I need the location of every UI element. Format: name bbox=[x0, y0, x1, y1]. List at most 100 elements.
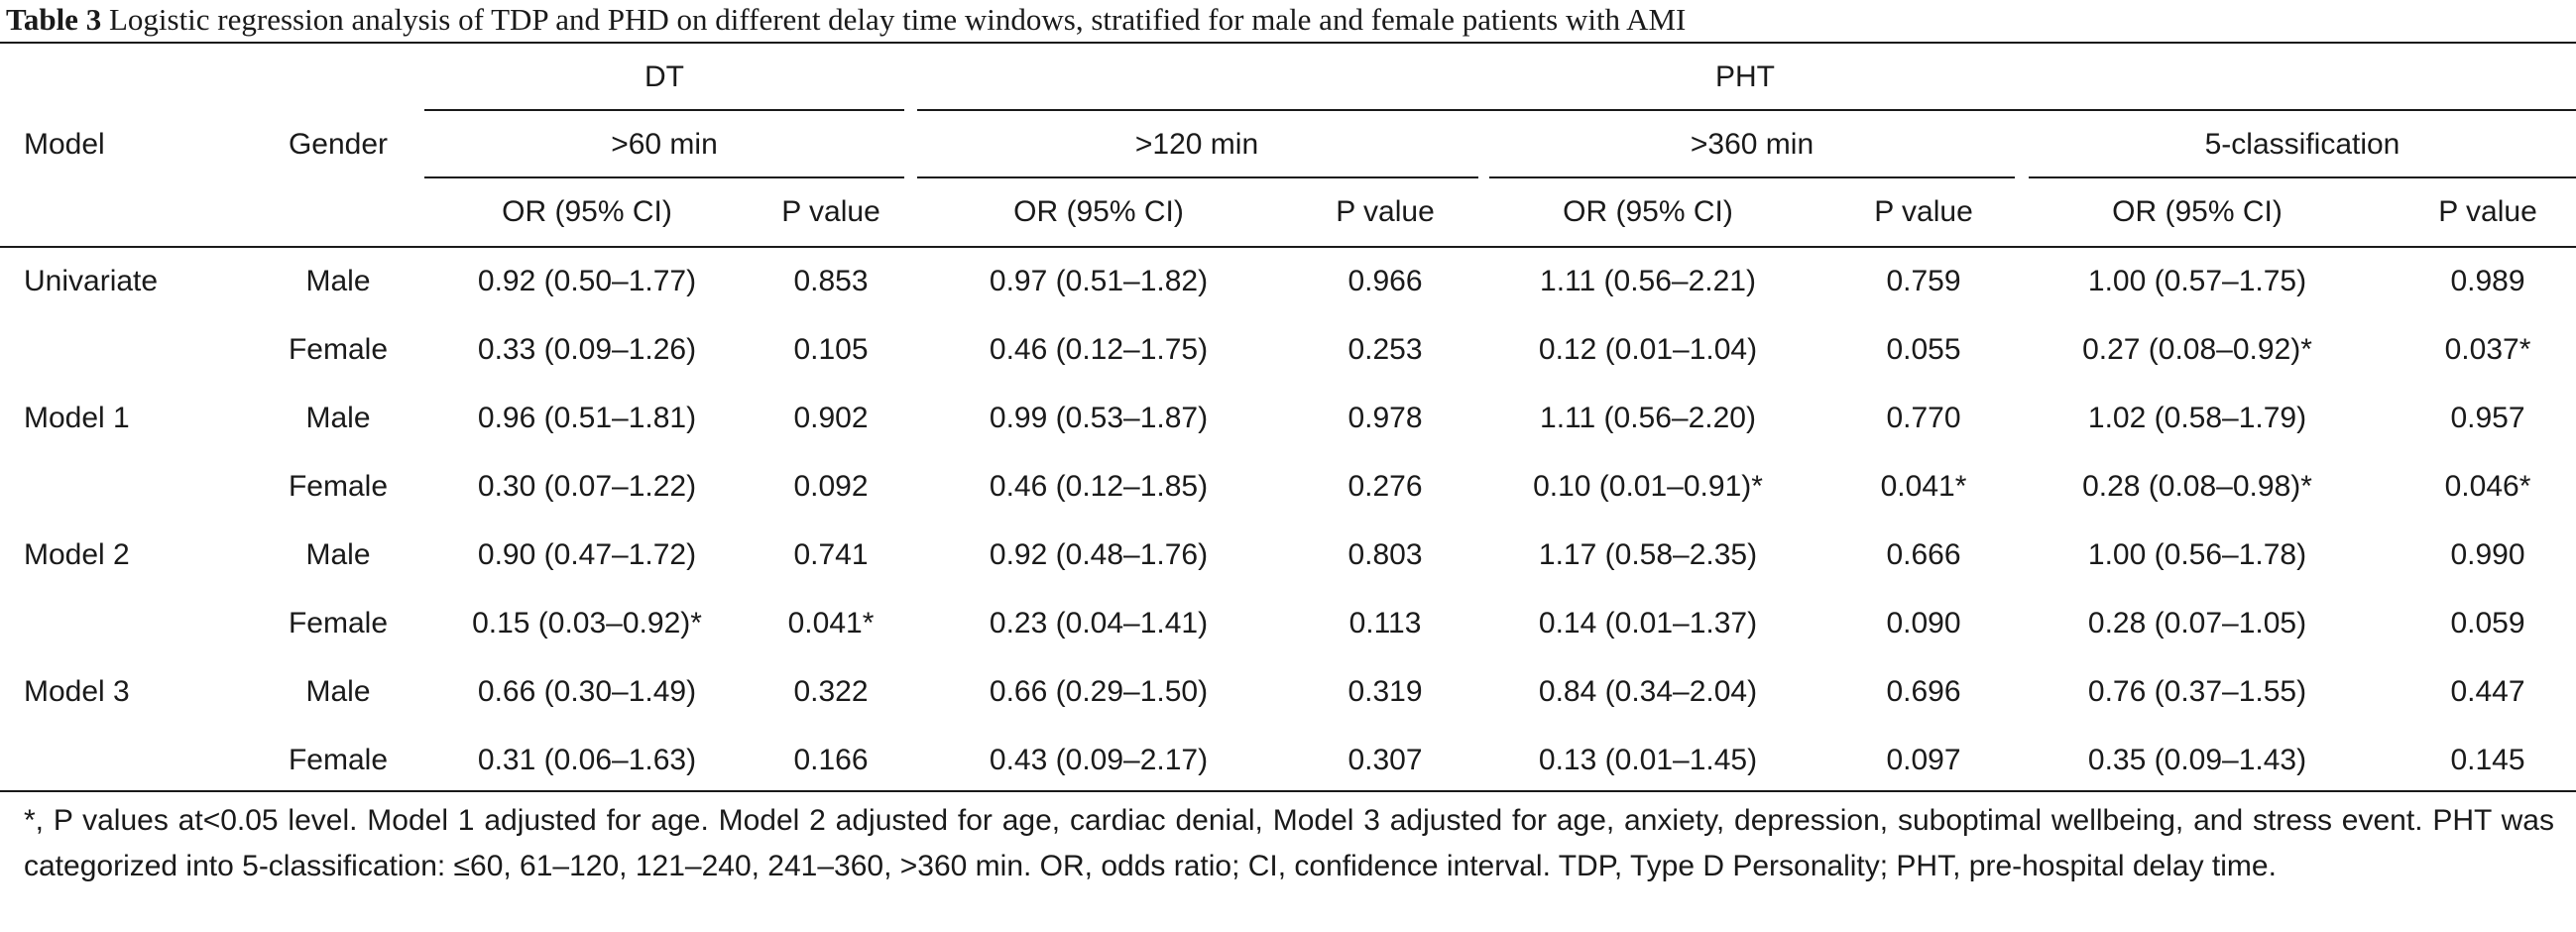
p-value-cell: 0.957 bbox=[2450, 402, 2525, 434]
p-value-cell: 0.055 bbox=[1886, 333, 1961, 366]
p-value-cell: 0.113 bbox=[1348, 607, 1422, 640]
p-value-cell: 0.041* bbox=[1880, 470, 1967, 503]
or-ci-cell: 0.31 (0.06–1.63) bbox=[477, 744, 697, 776]
p-value-cell: 0.253 bbox=[1347, 333, 1423, 366]
or-ci-cell: 0.90 (0.47–1.72) bbox=[477, 538, 697, 571]
p-value-cell: 0.989 bbox=[2450, 265, 2525, 297]
p-value-cell: 0.166 bbox=[793, 744, 869, 776]
or-ci-cell: 0.76 (0.37–1.55) bbox=[2087, 675, 2307, 708]
row-gender: Female bbox=[288, 470, 389, 503]
table-label: Table 3 bbox=[6, 2, 102, 37]
window-360-rule bbox=[1489, 176, 2015, 178]
row-model: Model 1 bbox=[24, 402, 130, 434]
header-p: P value bbox=[1874, 195, 1973, 228]
or-ci-cell: 0.30 (0.07–1.22) bbox=[477, 470, 697, 503]
p-value-cell: 0.276 bbox=[1347, 470, 1423, 503]
window-120-rule bbox=[917, 176, 1478, 178]
or-ci-cell: 0.92 (0.48–1.76) bbox=[989, 538, 1209, 571]
p-value-cell: 0.759 bbox=[1886, 265, 1961, 297]
or-ci-cell: 0.99 (0.53–1.87) bbox=[989, 402, 1209, 434]
header-window-5class: 5-classification bbox=[2204, 128, 2400, 161]
or-ci-cell: 0.23 (0.04–1.41) bbox=[989, 607, 1209, 640]
or-ci-cell: 0.28 (0.08–0.98)* bbox=[2082, 470, 2312, 503]
header-or: OR (95% CI) bbox=[1013, 195, 1184, 228]
table-title: Logistic regression analysis of TDP and … bbox=[108, 2, 1687, 37]
or-ci-cell: 1.11 (0.56–2.20) bbox=[1540, 402, 1756, 434]
dt-group-rule bbox=[424, 109, 904, 111]
table-bottom-rule bbox=[0, 790, 2576, 792]
or-ci-cell: 0.28 (0.07–1.05) bbox=[2087, 607, 2307, 640]
or-ci-cell: 1.17 (0.58–2.35) bbox=[1538, 538, 1758, 571]
or-ci-cell: 0.15 (0.03–0.92)* bbox=[472, 607, 702, 640]
p-value-cell: 0.145 bbox=[2450, 744, 2525, 776]
p-value-cell: 0.696 bbox=[1886, 675, 1961, 708]
header-or: OR (95% CI) bbox=[2112, 195, 2283, 228]
p-value-cell: 0.966 bbox=[1347, 265, 1423, 297]
header-window-120: >120 min bbox=[1134, 128, 1259, 161]
p-value-cell: 0.097 bbox=[1886, 744, 1961, 776]
p-value-cell: 0.090 bbox=[1886, 607, 1961, 640]
p-value-cell: 0.046* bbox=[2444, 470, 2531, 503]
row-gender: Male bbox=[305, 538, 371, 571]
header-or: OR (95% CI) bbox=[502, 195, 672, 228]
p-value-cell: 0.741 bbox=[793, 538, 869, 571]
or-ci-cell: 0.46 (0.12–1.85) bbox=[989, 470, 1209, 503]
header-pht: PHT bbox=[1715, 60, 1775, 93]
row-gender: Female bbox=[288, 744, 389, 776]
or-ci-cell: 1.00 (0.56–1.78) bbox=[2087, 538, 2307, 571]
header-or: OR (95% CI) bbox=[1563, 195, 1733, 228]
or-ci-cell: 1.02 (0.58–1.79) bbox=[2087, 402, 2307, 434]
or-ci-cell: 0.10 (0.01–0.91)* bbox=[1533, 470, 1763, 503]
window-5class-rule bbox=[2029, 176, 2576, 178]
header-model: Model bbox=[24, 128, 105, 161]
or-ci-cell: 0.46 (0.12–1.75) bbox=[989, 333, 1209, 366]
p-value-cell: 0.092 bbox=[793, 470, 869, 503]
or-ci-cell: 0.12 (0.01–1.04) bbox=[1538, 333, 1758, 366]
or-ci-cell: 0.43 (0.09–2.17) bbox=[989, 744, 1209, 776]
p-value-cell: 0.105 bbox=[793, 333, 869, 366]
row-gender: Male bbox=[305, 402, 371, 434]
or-ci-cell: 0.66 (0.29–1.50) bbox=[989, 675, 1209, 708]
header-gender: Gender bbox=[288, 128, 389, 161]
row-gender: Male bbox=[305, 265, 371, 297]
p-value-cell: 0.041* bbox=[787, 607, 875, 640]
or-ci-cell: 0.33 (0.09–1.26) bbox=[477, 333, 697, 366]
header-window-60: >60 min bbox=[611, 128, 718, 161]
window-60-rule bbox=[424, 176, 904, 178]
row-model: Model 3 bbox=[24, 675, 130, 708]
pht-group-rule bbox=[917, 109, 2576, 111]
header-p: P value bbox=[781, 195, 880, 228]
p-value-cell: 0.447 bbox=[2450, 675, 2525, 708]
or-ci-cell: 1.11 (0.56–2.21) bbox=[1540, 265, 1756, 297]
header-p: P value bbox=[1336, 195, 1435, 228]
p-value-cell: 0.803 bbox=[1347, 538, 1423, 571]
or-ci-cell: 0.96 (0.51–1.81) bbox=[477, 402, 697, 434]
or-ci-cell: 0.92 (0.50–1.77) bbox=[477, 265, 697, 297]
header-p: P value bbox=[2438, 195, 2537, 228]
p-value-cell: 0.322 bbox=[793, 675, 869, 708]
or-ci-cell: 0.13 (0.01–1.45) bbox=[1538, 744, 1758, 776]
or-ci-cell: 0.84 (0.34–2.04) bbox=[1538, 675, 1758, 708]
p-value-cell: 0.037* bbox=[2444, 333, 2531, 366]
or-ci-cell: 0.66 (0.30–1.49) bbox=[477, 675, 697, 708]
table-caption: Table 3 Logistic regression analysis of … bbox=[6, 2, 1686, 38]
table-footnote: *, P values at<0.05 level. Model 1 adjus… bbox=[24, 804, 2554, 882]
p-value-cell: 0.307 bbox=[1347, 744, 1423, 776]
p-value-cell: 0.059 bbox=[2450, 607, 2525, 640]
or-ci-cell: 0.14 (0.01–1.37) bbox=[1538, 607, 1758, 640]
p-value-cell: 0.666 bbox=[1886, 538, 1961, 571]
p-value-cell: 0.990 bbox=[2450, 538, 2525, 571]
p-value-cell: 0.978 bbox=[1347, 402, 1423, 434]
p-value-cell: 0.902 bbox=[793, 402, 869, 434]
or-ci-cell: 0.35 (0.09–1.43) bbox=[2087, 744, 2307, 776]
header-bottom-rule bbox=[0, 246, 2576, 248]
or-ci-cell: 0.27 (0.08–0.92)* bbox=[2082, 333, 2312, 366]
row-model: Model 2 bbox=[24, 538, 130, 571]
header-window-360: >360 min bbox=[1690, 128, 1815, 161]
or-ci-cell: 1.00 (0.57–1.75) bbox=[2087, 265, 2307, 297]
or-ci-cell: 0.97 (0.51–1.82) bbox=[989, 265, 1209, 297]
p-value-cell: 0.853 bbox=[793, 265, 869, 297]
p-value-cell: 0.770 bbox=[1886, 402, 1961, 434]
header-dt: DT bbox=[644, 60, 684, 93]
p-value-cell: 0.319 bbox=[1347, 675, 1423, 708]
